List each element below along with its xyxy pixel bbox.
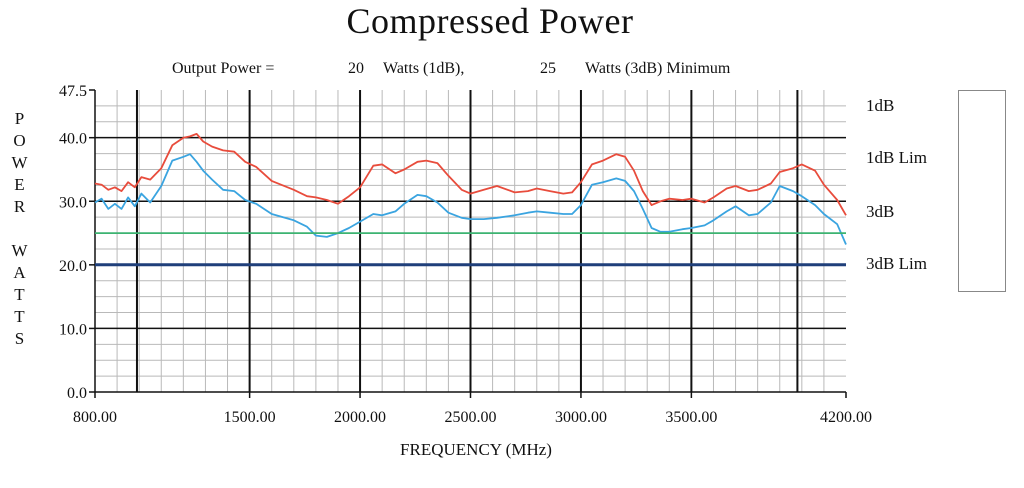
subtitle-prefix: Output Power =: [172, 60, 275, 77]
subtitle-value-1db: 20: [348, 60, 364, 77]
y-axis-label-letter: R: [13, 197, 27, 216]
chart-title: Compressed Power: [346, 1, 634, 41]
x-tick-label: 3000.00: [555, 409, 607, 426]
legend-label-1db-lim: 1dB Lim: [866, 148, 927, 167]
y-tick-label: 10.0: [59, 321, 87, 338]
y-axis-label-letter: T: [14, 307, 26, 326]
x-tick-label: 4200.00: [820, 409, 872, 426]
legend-label-3db-lim: 3dB Lim: [866, 254, 927, 273]
y-tick-label: 30.0: [59, 194, 87, 211]
legend-label-1db: 1dB: [866, 96, 895, 115]
y-axis-label-letter: W: [11, 153, 29, 172]
y-tick-label: 20.0: [59, 258, 87, 275]
x-tick-label: 2000.00: [334, 409, 386, 426]
y-axis-label-letter: E: [14, 175, 26, 194]
y-axis-label-letter: P: [14, 109, 26, 128]
y-axis-label-letter: O: [13, 131, 27, 150]
subtitle-unit-3db: Watts (3dB) Minimum: [585, 60, 731, 77]
x-axis-label: FREQUENCY (MHz): [400, 440, 552, 459]
y-tick-label: 0.0: [67, 385, 87, 402]
legend-swatch-box: [958, 90, 1006, 292]
y-axis-label-letter: A: [13, 263, 27, 282]
series-line-1db: [94, 153, 847, 245]
y-axis-label-letter: S: [14, 329, 26, 348]
legend-label-3db: 3dB: [866, 202, 895, 221]
x-tick-label: 800.00: [73, 409, 117, 426]
series-line-3db: [94, 132, 847, 216]
y-axis-label-letter: W: [11, 241, 29, 260]
x-tick-label: 2500.00: [445, 409, 497, 426]
subtitle-unit-1db: Watts (1dB),: [383, 60, 465, 77]
subtitle-value-3db: 25: [540, 60, 556, 77]
x-tick-label: 1500.00: [224, 409, 276, 426]
x-tick-label: 3500.00: [665, 409, 717, 426]
y-axis-label-letter: T: [14, 285, 26, 304]
y-tick-label: 47.5: [59, 83, 87, 100]
y-tick-label: 40.0: [59, 131, 87, 148]
